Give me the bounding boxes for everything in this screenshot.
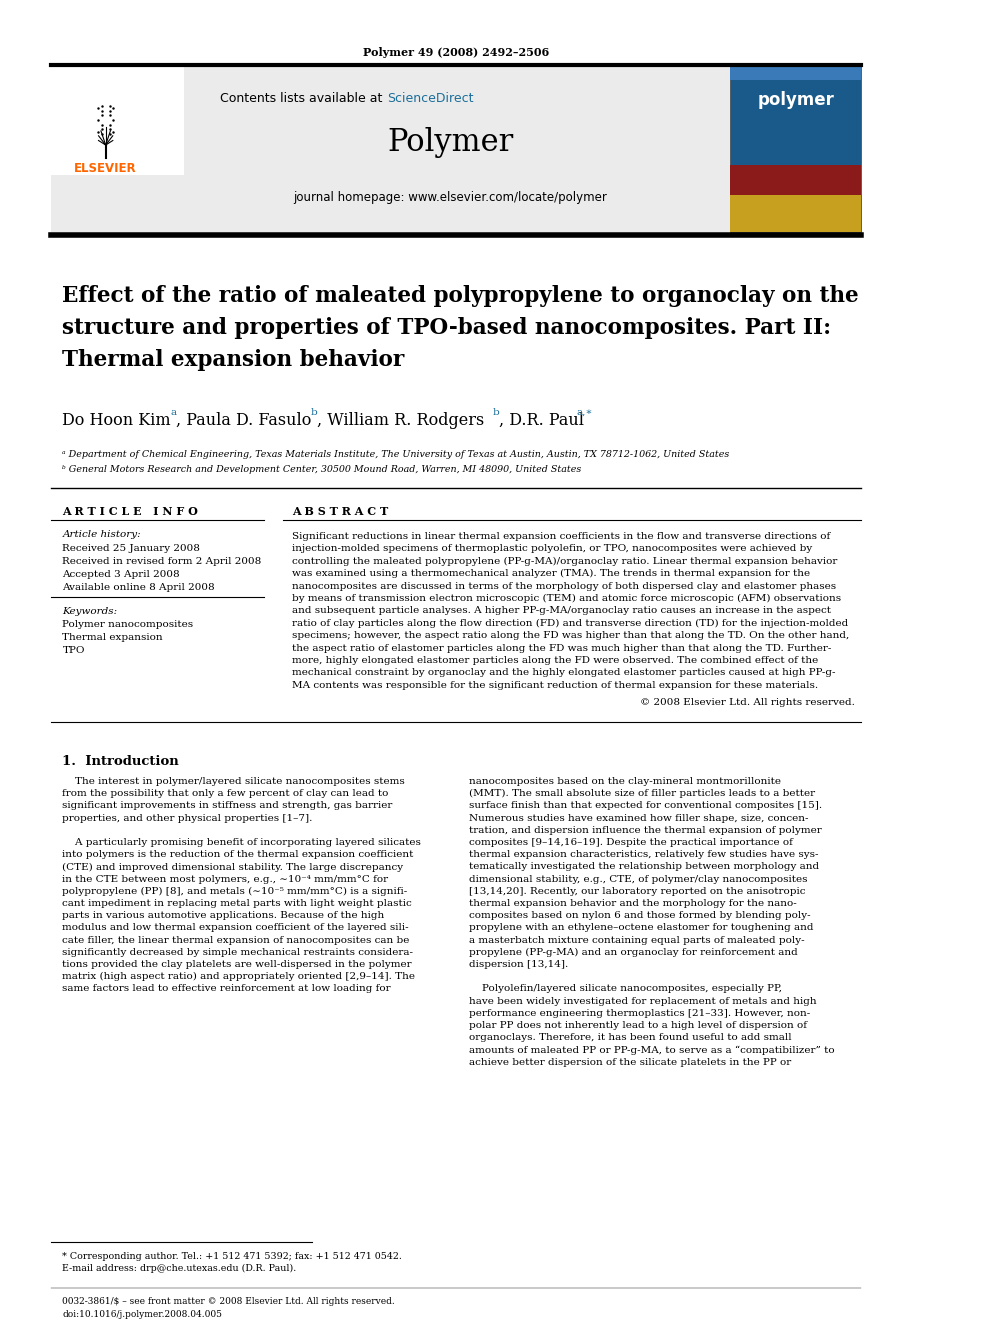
Text: Thermal expansion: Thermal expansion: [62, 632, 163, 642]
Text: composites based on nylon 6 and those formed by blending poly-: composites based on nylon 6 and those fo…: [468, 912, 810, 921]
Text: doi:10.1016/j.polymer.2008.04.005: doi:10.1016/j.polymer.2008.04.005: [62, 1310, 222, 1319]
Text: MA contents was responsible for the significant reduction of thermal expansion f: MA contents was responsible for the sign…: [293, 681, 818, 689]
Text: specimens; however, the aspect ratio along the FD was higher than that along the: specimens; however, the aspect ratio alo…: [293, 631, 849, 640]
Text: Polymer: Polymer: [387, 127, 513, 159]
Bar: [51, 65, 861, 232]
Text: propylene (PP-g-MA) and an organoclay for reinforcement and: propylene (PP-g-MA) and an organoclay fo…: [468, 947, 798, 957]
Text: Accepted 3 April 2008: Accepted 3 April 2008: [62, 570, 181, 579]
Text: Thermal expansion behavior: Thermal expansion behavior: [62, 349, 405, 370]
Text: from the possibility that only a few percent of clay can lead to: from the possibility that only a few per…: [62, 790, 389, 798]
Text: significantly decreased by simple mechanical restraints considera-: significantly decreased by simple mechan…: [62, 947, 414, 957]
Text: achieve better dispersion of the silicate platelets in the PP or: achieve better dispersion of the silicat…: [468, 1057, 791, 1066]
Text: tration, and dispersion influence the thermal expansion of polymer: tration, and dispersion influence the th…: [468, 826, 821, 835]
Text: the aspect ratio of elastomer particles along the FD was much higher than that a: the aspect ratio of elastomer particles …: [293, 643, 831, 652]
Text: surface finish than that expected for conventional composites [15].: surface finish than that expected for co…: [468, 802, 821, 811]
Text: significant improvements in stiffness and strength, gas barrier: significant improvements in stiffness an…: [62, 802, 393, 811]
Text: same factors lead to effective reinforcement at low loading for: same factors lead to effective reinforce…: [62, 984, 391, 994]
Text: amounts of maleated PP or PP-g-MA, to serve as a “compatibilizer” to: amounts of maleated PP or PP-g-MA, to se…: [468, 1045, 834, 1054]
Text: a masterbatch mixture containing equal parts of maleated poly-: a masterbatch mixture containing equal p…: [468, 935, 805, 945]
Text: Contents lists available at: Contents lists available at: [219, 91, 386, 105]
Text: thermal expansion characteristics, relatively few studies have sys-: thermal expansion characteristics, relat…: [468, 851, 818, 859]
Text: E-mail address: drp@che.utexas.edu (D.R. Paul).: E-mail address: drp@che.utexas.edu (D.R.…: [62, 1263, 297, 1273]
Text: polar PP does not inherently lead to a high level of dispersion of: polar PP does not inherently lead to a h…: [468, 1021, 806, 1031]
Text: , Paula D. Fasulo: , Paula D. Fasulo: [177, 411, 311, 429]
Text: ᵇ General Motors Research and Development Center, 30500 Mound Road, Warren, MI 4: ᵇ General Motors Research and Developmen…: [62, 464, 581, 474]
Text: , William R. Rodgers: , William R. Rodgers: [317, 411, 484, 429]
Text: ScienceDirect: ScienceDirect: [387, 91, 473, 105]
Text: controlling the maleated polypropylene (PP-g-MA)/organoclay ratio. Linear therma: controlling the maleated polypropylene (…: [293, 557, 837, 566]
Text: performance engineering thermoplastics [21–33]. However, non-: performance engineering thermoplastics […: [468, 1009, 809, 1017]
Text: dimensional stability, e.g., CTE, of polymer/clay nanocomposites: dimensional stability, e.g., CTE, of pol…: [468, 875, 807, 884]
Text: was examined using a thermomechanical analyzer (TMA). The trends in thermal expa: was examined using a thermomechanical an…: [293, 569, 810, 578]
Text: polypropylene (PP) [8], and metals (∼10⁻⁵ mm/mm°C) is a signifi-: polypropylene (PP) [8], and metals (∼10⁻…: [62, 886, 408, 896]
Text: Polymer nanocomposites: Polymer nanocomposites: [62, 620, 193, 628]
Text: A B S T R A C T: A B S T R A C T: [293, 505, 389, 517]
Text: * Corresponding author. Tel.: +1 512 471 5392; fax: +1 512 471 0542.: * Corresponding author. Tel.: +1 512 471…: [62, 1252, 403, 1261]
Text: ELSEVIER: ELSEVIER: [74, 161, 137, 175]
Text: polymer: polymer: [757, 91, 834, 108]
Text: TPO: TPO: [62, 646, 85, 655]
Text: mechanical constraint by organoclay and the highly elongated elastomer particles: mechanical constraint by organoclay and …: [293, 668, 835, 677]
Text: matrix (high aspect ratio) and appropriately oriented [2,9–14]. The: matrix (high aspect ratio) and appropria…: [62, 972, 416, 982]
Text: a,∗: a,∗: [576, 407, 592, 417]
Text: journal homepage: www.elsevier.com/locate/polymer: journal homepage: www.elsevier.com/locat…: [294, 192, 607, 205]
Text: propylene with an ethylene–octene elastomer for toughening and: propylene with an ethylene–octene elasto…: [468, 923, 813, 933]
Text: in the CTE between most polymers, e.g., ∼10⁻⁴ mm/mm°C for: in the CTE between most polymers, e.g., …: [62, 875, 389, 884]
Text: Received 25 January 2008: Received 25 January 2008: [62, 544, 200, 553]
Text: parts in various automotive applications. Because of the high: parts in various automotive applications…: [62, 912, 385, 921]
Text: (CTE) and improved dimensional stability. The large discrepancy: (CTE) and improved dimensional stability…: [62, 863, 404, 872]
Text: Polymer 49 (2008) 2492–2506: Polymer 49 (2008) 2492–2506: [363, 46, 549, 57]
Text: nanocomposites based on the clay-mineral montmorillonite: nanocomposites based on the clay-mineral…: [468, 777, 781, 786]
Text: Received in revised form 2 April 2008: Received in revised form 2 April 2008: [62, 557, 262, 566]
Text: , D.R. Paul: , D.R. Paul: [499, 411, 584, 429]
Bar: [730, 165, 861, 194]
Text: tions provided the clay platelets are well-dispersed in the polymer: tions provided the clay platelets are we…: [62, 960, 412, 968]
Text: Polyolefin/layered silicate nanocomposites, especially PP,: Polyolefin/layered silicate nanocomposit…: [468, 984, 782, 994]
Text: b: b: [492, 407, 499, 417]
Bar: [730, 172, 861, 232]
Text: Significant reductions in linear thermal expansion coefficients in the flow and : Significant reductions in linear thermal…: [293, 532, 830, 541]
Bar: [51, 65, 184, 175]
Text: Keywords:: Keywords:: [62, 607, 118, 617]
Text: ᵃ Department of Chemical Engineering, Texas Materials Institute, The University : ᵃ Department of Chemical Engineering, Te…: [62, 450, 730, 459]
Text: cant impediment in replacing metal parts with light weight plastic: cant impediment in replacing metal parts…: [62, 900, 413, 908]
Text: a: a: [171, 407, 177, 417]
Text: 1.  Introduction: 1. Introduction: [62, 755, 180, 767]
Text: properties, and other physical properties [1–7].: properties, and other physical propertie…: [62, 814, 312, 823]
Text: 0032-3861/$ – see front matter © 2008 Elsevier Ltd. All rights reserved.: 0032-3861/$ – see front matter © 2008 El…: [62, 1297, 395, 1306]
Text: modulus and low thermal expansion coefficient of the layered sili-: modulus and low thermal expansion coeffi…: [62, 923, 409, 933]
Text: Effect of the ratio of maleated polypropylene to organoclay on the: Effect of the ratio of maleated polyprop…: [62, 284, 859, 307]
Text: A particularly promising benefit of incorporating layered silicates: A particularly promising benefit of inco…: [62, 837, 422, 847]
Text: by means of transmission electron microscopic (TEM) and atomic force microscopic: by means of transmission electron micros…: [293, 594, 841, 603]
Text: nanocomposites are discussed in terms of the morphology of both dispersed clay a: nanocomposites are discussed in terms of…: [293, 582, 836, 590]
Text: more, highly elongated elastomer particles along the FD were observed. The combi: more, highly elongated elastomer particl…: [293, 656, 818, 665]
Text: tematically investigated the relationship between morphology and: tematically investigated the relationshi…: [468, 863, 818, 872]
Bar: [730, 65, 861, 79]
Text: injection-molded specimens of thermoplastic polyolefin, or TPO, nanocomposites w: injection-molded specimens of thermoplas…: [293, 544, 812, 553]
Text: A R T I C L E   I N F O: A R T I C L E I N F O: [62, 505, 198, 517]
Text: organoclays. Therefore, it has been found useful to add small: organoclays. Therefore, it has been foun…: [468, 1033, 792, 1043]
Text: thermal expansion behavior and the morphology for the nano-: thermal expansion behavior and the morph…: [468, 900, 797, 908]
Text: [13,14,20]. Recently, our laboratory reported on the anisotropic: [13,14,20]. Recently, our laboratory rep…: [468, 886, 806, 896]
Bar: [730, 65, 861, 232]
Text: Do Hoon Kim: Do Hoon Kim: [62, 411, 171, 429]
Text: composites [9–14,16–19]. Despite the practical importance of: composites [9–14,16–19]. Despite the pra…: [468, 837, 793, 847]
Text: have been widely investigated for replacement of metals and high: have been widely investigated for replac…: [468, 996, 816, 1005]
Text: into polymers is the reduction of the thermal expansion coefficient: into polymers is the reduction of the th…: [62, 851, 414, 859]
Text: The interest in polymer/layered silicate nanocomposites stems: The interest in polymer/layered silicate…: [62, 777, 405, 786]
Text: cate filler, the linear thermal expansion of nanocomposites can be: cate filler, the linear thermal expansio…: [62, 935, 410, 945]
Text: Available online 8 April 2008: Available online 8 April 2008: [62, 583, 215, 591]
Text: b: b: [310, 407, 317, 417]
Text: (MMT). The small absolute size of filler particles leads to a better: (MMT). The small absolute size of filler…: [468, 790, 814, 798]
Text: ratio of clay particles along the flow direction (FD) and transverse direction (: ratio of clay particles along the flow d…: [293, 619, 848, 628]
Text: and subsequent particle analyses. A higher PP-g-MA/organoclay ratio causes an in: and subsequent particle analyses. A high…: [293, 606, 831, 615]
Text: Numerous studies have examined how filler shape, size, concen-: Numerous studies have examined how fille…: [468, 814, 808, 823]
Text: © 2008 Elsevier Ltd. All rights reserved.: © 2008 Elsevier Ltd. All rights reserved…: [640, 699, 854, 708]
Text: Article history:: Article history:: [62, 531, 141, 538]
Text: structure and properties of TPO-based nanocomposites. Part II:: structure and properties of TPO-based na…: [62, 318, 831, 339]
Text: dispersion [13,14].: dispersion [13,14].: [468, 960, 567, 968]
